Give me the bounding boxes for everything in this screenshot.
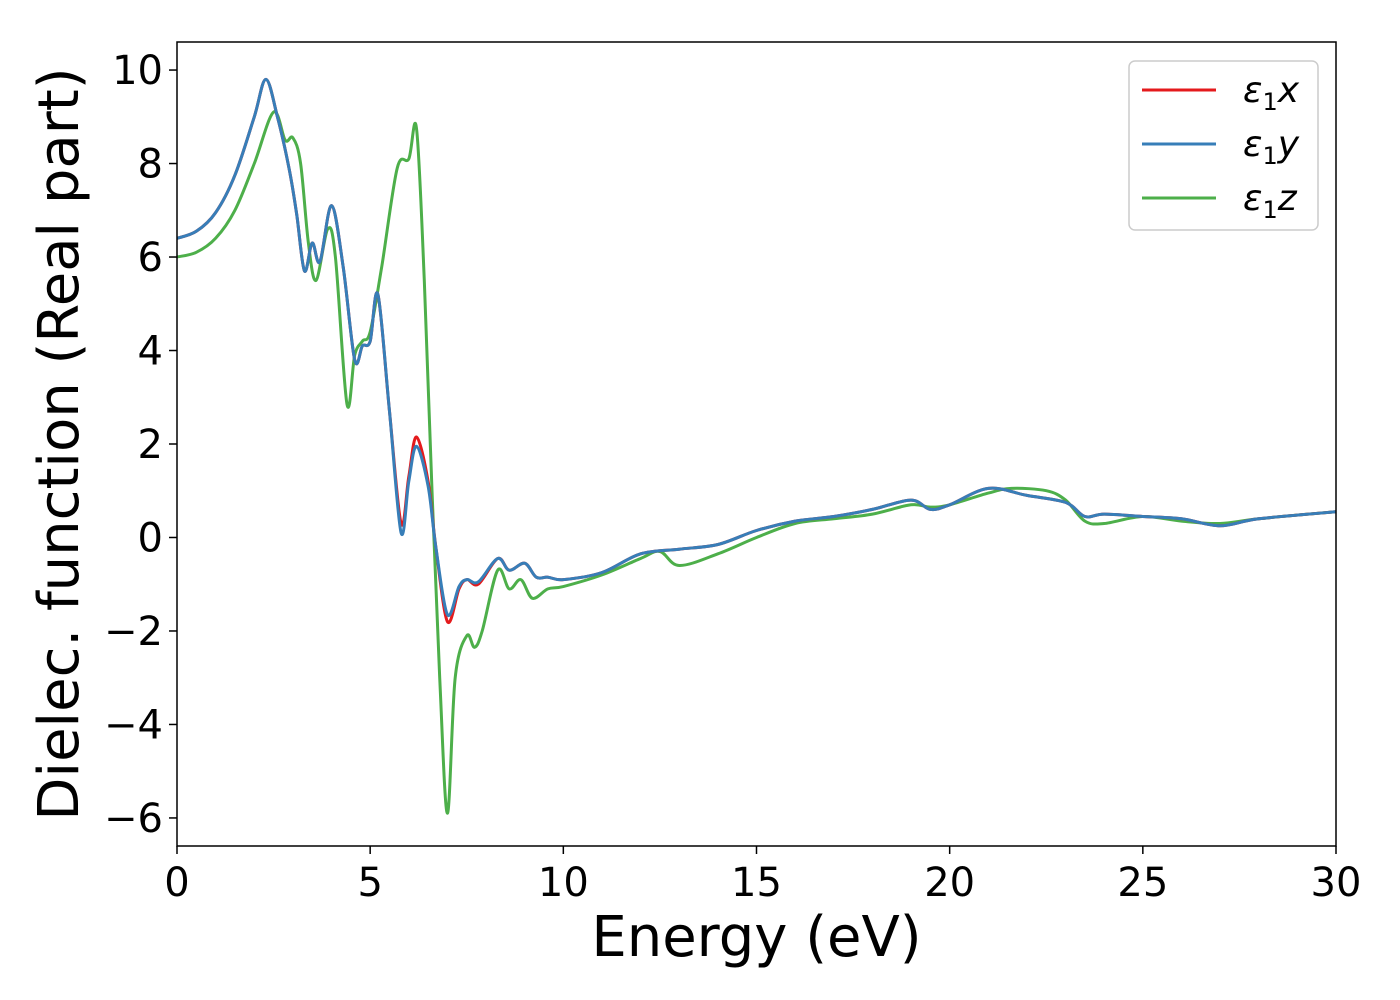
y-axis-title: Dielec. function (Real part) <box>27 67 92 820</box>
legend-box <box>1128 60 1319 231</box>
x-tick-label: 5 <box>357 860 382 906</box>
y-tick-label: 4 <box>138 329 163 375</box>
y-axis: −6 −4 −2 0 2 4 6 8 10 <box>104 48 177 842</box>
x-tick-label: 0 <box>164 860 189 906</box>
y-tick-label: 6 <box>138 235 163 281</box>
legend-label: ε1y <box>1243 124 1300 170</box>
x-tick-label: 30 <box>1311 860 1362 906</box>
legend: ε1x ε1y ε1z <box>1128 60 1319 231</box>
y-tick-label: 2 <box>138 422 163 468</box>
x-tick-label: 10 <box>538 860 589 906</box>
x-tick-label: 15 <box>731 860 782 906</box>
y-tick-label: 8 <box>138 142 163 188</box>
series-line-2 <box>177 77 1336 618</box>
legend-label: ε1z <box>1243 178 1298 224</box>
x-axis: 0 5 10 15 20 25 30 <box>164 846 1361 906</box>
legend-label: ε1x <box>1243 70 1300 116</box>
y-tick-label: 0 <box>138 515 163 561</box>
y-tick-label: −2 <box>104 609 163 655</box>
y-tick-label: 10 <box>112 48 163 94</box>
x-tick-label: 25 <box>1117 860 1168 906</box>
x-axis-title: Energy (eV) <box>591 905 921 970</box>
y-tick-label: −6 <box>104 796 163 842</box>
x-tick-label: 20 <box>924 860 975 906</box>
y-tick-label: −4 <box>104 702 163 748</box>
series-layer <box>177 77 1336 815</box>
series-line-3 <box>177 110 1336 815</box>
